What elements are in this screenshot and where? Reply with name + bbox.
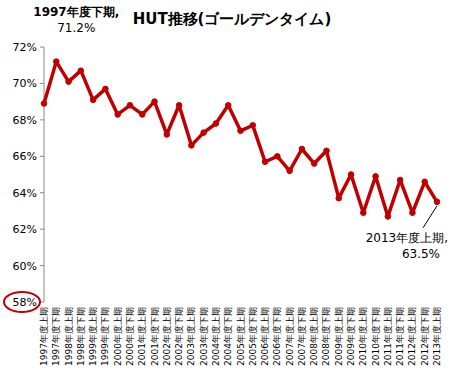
point — [115, 112, 121, 118]
y-tick-label: 68% — [13, 114, 37, 127]
point — [164, 132, 170, 138]
x-tick-label: 2009年度上期 — [334, 307, 344, 366]
point — [78, 68, 84, 74]
x-tick-label: 2000年度下期 — [125, 307, 135, 366]
point — [127, 102, 133, 108]
x-tick-label: 2006年度下期 — [272, 307, 282, 366]
point — [324, 148, 330, 154]
point — [262, 159, 268, 165]
y-axis — [44, 47, 45, 302]
x-tick-label: 2008年度下期 — [321, 307, 331, 366]
x-tick-label: 2010年度上期 — [358, 307, 368, 366]
point — [250, 123, 256, 129]
x-tick-label: 2006年度上期 — [260, 307, 270, 366]
y-tick — [40, 192, 44, 193]
x-tick-label: 2007年度下期 — [297, 307, 307, 366]
x-tick-label: 2011年度下期 — [395, 307, 405, 366]
point — [103, 86, 109, 92]
x-tick-label: 1997年度上期 — [39, 307, 49, 366]
point — [201, 130, 207, 136]
point — [299, 146, 305, 152]
point — [275, 153, 281, 159]
y-tick — [40, 47, 44, 48]
series — [41, 59, 440, 219]
point — [311, 161, 317, 167]
x-tick-label: 2009年度下期 — [346, 307, 356, 366]
x-tick-label: 1999年度上期 — [88, 307, 98, 366]
x-tick-label: 2003年度下期 — [199, 307, 209, 366]
point — [66, 79, 72, 85]
annotation-leader — [423, 206, 437, 228]
x-tick-label: 2012年度下期 — [420, 307, 430, 366]
x-tick-label: 2011年度上期 — [383, 307, 393, 366]
y-tick-label: 62% — [13, 223, 37, 236]
point — [348, 172, 354, 178]
point — [238, 128, 244, 134]
x-tick-label: 2002年度上期 — [162, 307, 172, 366]
y-tick-label: 60% — [13, 260, 37, 273]
y-tick — [40, 156, 44, 157]
point — [336, 195, 342, 201]
x-tick-label: 2007年度上期 — [285, 307, 295, 366]
annotation: 2013年度上期, — [366, 231, 448, 245]
title: HUT推移(ゴールデンタイム) — [133, 10, 332, 28]
x-tick-label: 2008年度上期 — [309, 307, 319, 366]
point — [189, 143, 195, 149]
point — [225, 102, 231, 108]
y-tick — [40, 83, 44, 84]
x-tick-label: 2012年度上期 — [407, 307, 417, 366]
y-tick — [40, 229, 44, 230]
y-tick — [40, 119, 44, 120]
x-tick-label: 2010年度下期 — [371, 307, 381, 366]
x-tick-label: 2004年度下期 — [223, 307, 233, 366]
x-tick-label: 2005年度下期 — [248, 307, 258, 366]
point — [373, 174, 379, 180]
x-tick-label: 2002年度下期 — [174, 307, 184, 366]
point — [41, 101, 47, 107]
x-tick-label: 2000年度上期 — [113, 307, 123, 366]
chart: HUT推移(ゴールデンタイム) 58% 60% 62% 64% 66% 68% 70% 72% 1… — [0, 0, 451, 387]
point — [434, 199, 440, 205]
annotation: 71.2% — [57, 21, 95, 35]
x-tick-label: 2005年度上期 — [236, 307, 246, 366]
point — [152, 99, 158, 105]
line — [44, 62, 437, 217]
x-tick-label: 1997年度下期 — [51, 307, 61, 366]
point — [53, 59, 59, 65]
y-tick-label: 64% — [13, 187, 37, 200]
point — [410, 210, 416, 216]
point — [139, 112, 145, 118]
point — [213, 121, 219, 127]
point — [422, 179, 428, 185]
point — [397, 177, 403, 183]
highlight-ellipse — [4, 292, 40, 312]
point — [361, 210, 367, 216]
y-tick-label: 66% — [13, 150, 37, 163]
x-tick-label: 2013年度上期 — [432, 307, 442, 366]
y-tick — [40, 265, 44, 266]
point — [287, 168, 293, 174]
x-tick-label: 2003年度上期 — [186, 307, 196, 366]
x-tick-label: 2001年度上期 — [137, 307, 147, 366]
point — [385, 214, 391, 220]
point — [176, 102, 182, 108]
x-tick-label: 1999年度下期 — [100, 307, 110, 366]
y-tick-label: 58% — [13, 296, 37, 309]
annotation: 1997年度下期, — [33, 5, 119, 19]
x-tick-label: 2004年度上期 — [211, 307, 221, 366]
y-tick-label: 70% — [13, 77, 37, 90]
point — [90, 97, 96, 103]
x-tick-label: 1998年度下期 — [76, 307, 86, 366]
x-tick-label: 2001年度下期 — [150, 307, 160, 366]
y-tick-label: 72% — [13, 41, 37, 54]
x-tick-label: 1998年度上期 — [64, 307, 74, 366]
annotation: 63.5% — [402, 247, 440, 261]
